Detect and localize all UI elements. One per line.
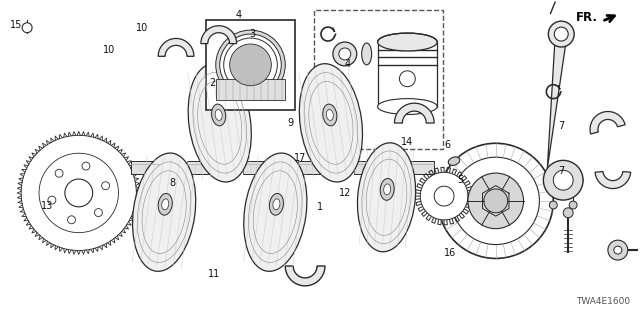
Circle shape — [434, 186, 454, 206]
Ellipse shape — [244, 153, 307, 271]
Text: 14: 14 — [401, 137, 413, 147]
Text: 5: 5 — [458, 175, 463, 185]
Ellipse shape — [448, 157, 460, 165]
Ellipse shape — [212, 104, 226, 126]
Circle shape — [548, 21, 574, 47]
Ellipse shape — [380, 179, 394, 200]
Ellipse shape — [362, 43, 372, 65]
Polygon shape — [590, 112, 625, 134]
Bar — [216, 79, 285, 100]
Ellipse shape — [188, 64, 252, 182]
Circle shape — [220, 34, 282, 96]
Circle shape — [68, 216, 76, 224]
Text: 3: 3 — [249, 29, 255, 39]
Ellipse shape — [269, 194, 284, 215]
Text: 10: 10 — [136, 23, 148, 33]
Circle shape — [48, 196, 56, 204]
Ellipse shape — [162, 199, 169, 210]
Circle shape — [22, 23, 32, 33]
Text: 7: 7 — [558, 121, 564, 131]
Circle shape — [82, 162, 90, 170]
Ellipse shape — [300, 64, 362, 182]
Circle shape — [554, 170, 573, 190]
Bar — [206, 20, 295, 109]
Circle shape — [230, 44, 271, 86]
Polygon shape — [285, 266, 325, 286]
Text: 12: 12 — [339, 188, 351, 198]
Text: 9: 9 — [287, 118, 293, 128]
Circle shape — [608, 240, 628, 260]
Ellipse shape — [378, 33, 437, 51]
Circle shape — [543, 160, 583, 200]
Circle shape — [216, 30, 285, 100]
Polygon shape — [201, 26, 237, 44]
Circle shape — [452, 157, 540, 244]
Circle shape — [563, 208, 573, 218]
Polygon shape — [595, 172, 630, 188]
Polygon shape — [158, 38, 194, 56]
Circle shape — [554, 27, 568, 41]
Circle shape — [339, 48, 351, 60]
Text: TWA4E1600: TWA4E1600 — [575, 297, 630, 306]
Circle shape — [549, 201, 557, 209]
Bar — [314, 10, 443, 149]
Text: FR.: FR. — [576, 11, 598, 24]
Ellipse shape — [323, 104, 337, 126]
Text: 4: 4 — [344, 59, 350, 69]
Ellipse shape — [358, 143, 415, 252]
Ellipse shape — [215, 109, 222, 120]
Ellipse shape — [384, 184, 390, 195]
Bar — [354, 161, 381, 174]
Circle shape — [420, 172, 468, 220]
Ellipse shape — [326, 109, 333, 120]
Bar — [410, 161, 434, 174]
Ellipse shape — [273, 199, 280, 210]
Ellipse shape — [132, 153, 196, 271]
Text: 10: 10 — [103, 45, 115, 55]
Polygon shape — [547, 34, 567, 168]
Circle shape — [102, 182, 109, 190]
Text: 17: 17 — [294, 153, 306, 163]
Circle shape — [569, 201, 577, 209]
Bar — [187, 161, 215, 174]
Text: 6: 6 — [444, 140, 450, 150]
Bar — [243, 161, 270, 174]
Text: 2: 2 — [209, 78, 215, 88]
Text: 8: 8 — [170, 178, 175, 188]
Polygon shape — [394, 103, 434, 123]
Text: 15: 15 — [10, 20, 22, 29]
Circle shape — [468, 173, 524, 229]
Text: 1: 1 — [317, 202, 323, 212]
Text: 11: 11 — [209, 269, 221, 279]
Circle shape — [21, 135, 136, 251]
Text: 16: 16 — [444, 248, 456, 258]
Circle shape — [333, 42, 356, 66]
Circle shape — [39, 153, 118, 233]
Circle shape — [484, 189, 508, 213]
Circle shape — [438, 143, 554, 259]
Circle shape — [65, 179, 93, 207]
Text: 7: 7 — [558, 166, 564, 176]
Text: 13: 13 — [41, 201, 53, 211]
Circle shape — [614, 246, 622, 254]
Text: 4: 4 — [236, 10, 242, 20]
Bar — [131, 161, 159, 174]
Ellipse shape — [158, 194, 172, 215]
Circle shape — [399, 71, 415, 87]
Bar — [298, 161, 326, 174]
Circle shape — [224, 38, 277, 92]
Circle shape — [95, 209, 102, 217]
Ellipse shape — [378, 99, 437, 115]
Circle shape — [55, 169, 63, 177]
